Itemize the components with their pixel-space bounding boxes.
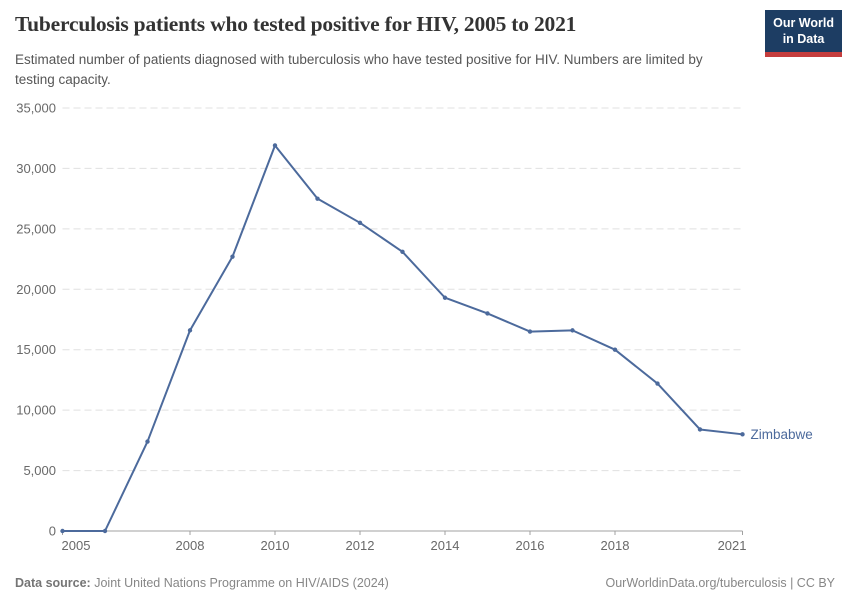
line-chart: 0 5,000 10,000 15,000 20,000 25,000 30,000 35,0…: [16, 101, 813, 554]
svg-text:2021: 2021: [718, 538, 747, 553]
data-point-marker: [740, 432, 745, 437]
data-point-marker: [145, 439, 150, 444]
svg-text:5,000: 5,000: [23, 463, 56, 478]
svg-text:2018: 2018: [601, 538, 630, 553]
series-end-label: Zimbabwe: [751, 427, 813, 442]
svg-text:2005: 2005: [62, 538, 91, 553]
data-source-label: Data source:: [15, 576, 91, 590]
svg-text:2012: 2012: [346, 538, 375, 553]
data-point-marker: [315, 196, 320, 201]
logo-text-line2: in Data: [782, 31, 825, 46]
data-point-marker: [655, 381, 660, 386]
svg-text:10,000: 10,000: [16, 403, 56, 418]
data-point-marker: [400, 249, 405, 255]
y-axis-labels: 0 5,000 10,000 15,000 20,000 25,000 30,000 35,0…: [16, 101, 56, 539]
svg-text:2014: 2014: [431, 538, 460, 553]
data-point-marker: [612, 347, 618, 352]
data-point-marker: [485, 311, 490, 316]
data-point-marker: [60, 528, 65, 534]
data-point-marker: [230, 254, 235, 259]
chart-title: Tuberculosis patients who tested positiv…: [15, 12, 577, 36]
svg-text:20,000: 20,000: [16, 282, 56, 297]
owid-logo[interactable]: Our World in Data: [765, 10, 842, 58]
svg-text:2016: 2016: [516, 538, 545, 553]
data-point-marker: [527, 329, 533, 334]
svg-text:25,000: 25,000: [16, 221, 56, 236]
data-point-marker: [357, 220, 363, 226]
data-point-marker: [697, 427, 703, 432]
logo-text-line1: Our World: [773, 16, 834, 30]
chart-subtitle: Estimated number of patients diagnosed w…: [15, 52, 703, 87]
svg-text:2008: 2008: [176, 538, 205, 553]
data-point-marker: [102, 528, 108, 534]
data-source: Data source: Joint United Nations Progra…: [15, 576, 389, 590]
svg-text:35,000: 35,000: [16, 101, 56, 116]
data-point-marker: [442, 295, 448, 300]
x-axis-labels: 2005 2008 2010 2012 2014 2016 2018 2021: [62, 531, 747, 553]
svg-text:2010: 2010: [261, 538, 290, 553]
svg-text:30,000: 30,000: [16, 161, 56, 176]
chart-footer: Data source: Joint United Nations Progra…: [15, 576, 835, 590]
svg-text:15,000: 15,000: [16, 342, 56, 357]
series-zimbabwe: Zimbabwe: [60, 143, 813, 534]
attribution-link[interactable]: OurWorldinData.org/tuberculosis | CC BY: [605, 576, 836, 590]
data-point-marker: [570, 328, 575, 333]
data-point-marker: [272, 143, 278, 148]
data-point-marker: [187, 328, 193, 333]
series-line: [61, 144, 744, 532]
y-gridlines: [62, 107, 743, 532]
data-source-value: Joint United Nations Programme on HIV/AI…: [94, 576, 389, 590]
svg-text:0: 0: [49, 524, 56, 539]
